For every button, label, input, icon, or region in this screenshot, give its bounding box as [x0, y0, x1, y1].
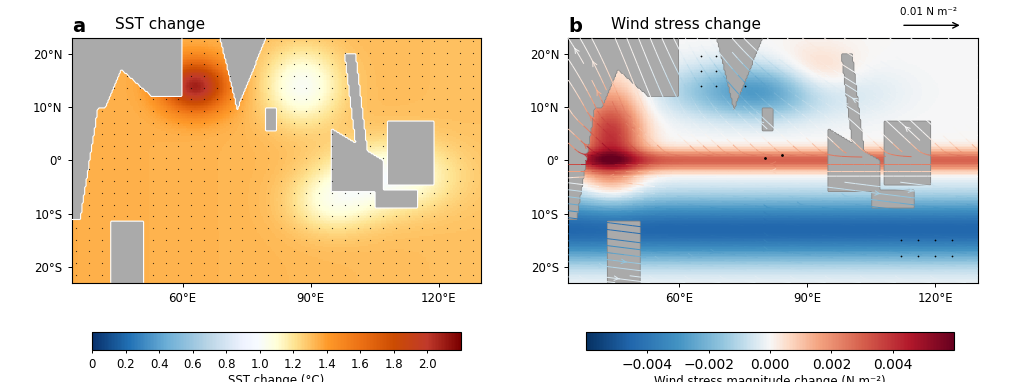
FancyArrowPatch shape: [895, 276, 900, 280]
FancyArrowPatch shape: [682, 108, 686, 113]
FancyArrowPatch shape: [735, 111, 740, 116]
X-axis label: Wind stress magnitude change (N m⁻²): Wind stress magnitude change (N m⁻²): [654, 375, 886, 382]
FancyArrowPatch shape: [807, 103, 812, 108]
FancyArrowPatch shape: [824, 276, 830, 280]
FancyArrowPatch shape: [763, 226, 769, 230]
FancyArrowPatch shape: [754, 109, 759, 114]
FancyArrowPatch shape: [964, 52, 969, 57]
FancyArrowPatch shape: [931, 184, 936, 188]
FancyArrowPatch shape: [622, 259, 627, 264]
FancyArrowPatch shape: [944, 63, 949, 68]
FancyArrowPatch shape: [843, 104, 848, 108]
FancyArrowPatch shape: [599, 141, 604, 146]
FancyArrowPatch shape: [822, 73, 827, 77]
FancyArrowPatch shape: [886, 103, 890, 107]
FancyArrowPatch shape: [908, 188, 913, 193]
FancyArrowPatch shape: [763, 233, 769, 237]
FancyArrowPatch shape: [655, 176, 660, 180]
FancyArrowPatch shape: [630, 127, 635, 131]
Text: b: b: [568, 17, 583, 36]
FancyArrowPatch shape: [874, 191, 881, 195]
FancyArrowPatch shape: [853, 98, 858, 102]
FancyArrowPatch shape: [858, 92, 863, 96]
FancyArrowPatch shape: [585, 144, 589, 149]
FancyArrowPatch shape: [649, 276, 654, 280]
FancyArrowPatch shape: [711, 249, 716, 254]
FancyArrowPatch shape: [610, 126, 615, 131]
FancyArrowPatch shape: [688, 254, 693, 258]
FancyArrowPatch shape: [585, 154, 589, 158]
Text: 0.01 N m⁻²: 0.01 N m⁻²: [900, 7, 957, 17]
FancyArrowPatch shape: [842, 194, 847, 198]
Text: Wind stress change: Wind stress change: [611, 17, 761, 32]
FancyArrowPatch shape: [902, 87, 907, 92]
FancyArrowPatch shape: [763, 240, 769, 244]
X-axis label: SST change (°C): SST change (°C): [228, 374, 325, 382]
FancyArrowPatch shape: [579, 276, 585, 280]
FancyArrowPatch shape: [915, 84, 921, 89]
FancyArrowPatch shape: [755, 276, 760, 280]
FancyArrowPatch shape: [627, 114, 631, 120]
FancyArrowPatch shape: [590, 116, 595, 121]
FancyArrowPatch shape: [790, 276, 795, 280]
FancyArrowPatch shape: [763, 205, 769, 209]
FancyArrowPatch shape: [924, 75, 928, 80]
FancyArrowPatch shape: [759, 121, 764, 126]
FancyArrowPatch shape: [701, 113, 706, 118]
FancyArrowPatch shape: [613, 276, 620, 280]
FancyArrowPatch shape: [797, 202, 803, 207]
FancyArrowPatch shape: [763, 212, 769, 216]
FancyArrowPatch shape: [792, 107, 797, 111]
FancyArrowPatch shape: [830, 106, 836, 110]
FancyArrowPatch shape: [778, 113, 783, 117]
Text: a: a: [72, 17, 85, 36]
FancyArrowPatch shape: [599, 263, 604, 268]
FancyArrowPatch shape: [957, 61, 963, 65]
FancyArrowPatch shape: [574, 49, 580, 53]
FancyArrowPatch shape: [593, 62, 597, 67]
FancyArrowPatch shape: [905, 127, 910, 131]
FancyArrowPatch shape: [636, 88, 640, 94]
FancyArrowPatch shape: [713, 106, 718, 111]
FancyArrowPatch shape: [658, 115, 664, 120]
FancyArrowPatch shape: [668, 108, 672, 113]
FancyArrowPatch shape: [763, 247, 769, 251]
FancyArrowPatch shape: [654, 256, 660, 261]
FancyArrowPatch shape: [885, 91, 890, 96]
FancyArrowPatch shape: [938, 72, 943, 76]
FancyArrowPatch shape: [597, 91, 601, 96]
FancyArrowPatch shape: [859, 276, 865, 280]
FancyArrowPatch shape: [770, 162, 776, 166]
FancyArrowPatch shape: [930, 276, 936, 280]
FancyArrowPatch shape: [609, 174, 613, 179]
Text: SST change: SST change: [115, 17, 205, 32]
FancyArrowPatch shape: [763, 219, 769, 223]
FancyArrowPatch shape: [684, 276, 690, 280]
FancyArrowPatch shape: [719, 276, 725, 280]
FancyArrowPatch shape: [770, 169, 776, 173]
